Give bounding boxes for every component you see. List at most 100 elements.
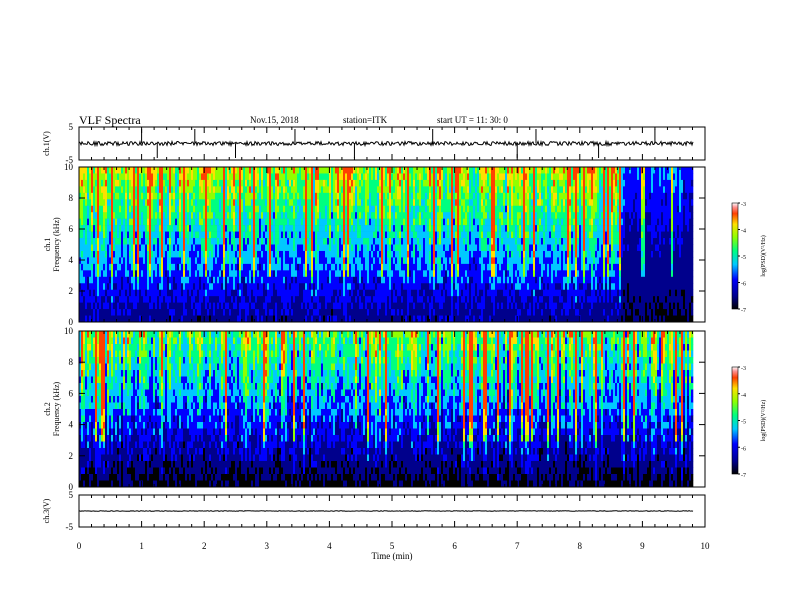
- spectrogram-cell: [315, 244, 318, 252]
- spectrogram-cell: [463, 296, 466, 303]
- spectrogram-cell: [111, 218, 114, 226]
- spectrogram-cell: [221, 283, 224, 291]
- spectrogram-cell: [345, 257, 348, 265]
- spectrogram-cell: [111, 238, 114, 245]
- spectrogram-cell: [311, 212, 314, 219]
- spectrogram-cell: [395, 192, 398, 200]
- spectrogram-cell: [485, 263, 488, 271]
- spectrogram-cell: [483, 315, 486, 323]
- spectrogram-cell: [103, 296, 106, 303]
- spectrogram-cell: [345, 283, 348, 291]
- spectrogram-cell: [95, 244, 98, 252]
- spectrogram-cell: [243, 238, 246, 245]
- spectrogram-cell: [179, 192, 182, 200]
- spectrogram-cell: [361, 225, 364, 232]
- spectrogram-cell: [167, 179, 170, 187]
- spectrogram-cell: [275, 225, 278, 232]
- spectrogram-cell: [163, 192, 166, 200]
- spectrogram-cell: [473, 199, 476, 207]
- spectrogram-cell: [87, 179, 90, 187]
- spectrogram-cell: [157, 238, 160, 245]
- spectrogram-cell: [409, 309, 412, 316]
- spectrogram-cell: [451, 270, 454, 278]
- spectrogram-cell: [121, 296, 124, 303]
- spectrogram-cell: [457, 250, 460, 258]
- spectrogram-cell: [189, 218, 192, 226]
- spectrogram-cell: [111, 257, 114, 265]
- spectrogram-cell: [161, 173, 164, 181]
- spectrogram-cell: [447, 238, 450, 245]
- spectrogram-cell: [199, 179, 202, 187]
- spectrogram-cell: [197, 289, 200, 297]
- spectrogram-cell: [419, 283, 422, 291]
- spectrogram-cell: [359, 257, 362, 265]
- spectrogram-cell: [493, 276, 496, 284]
- spectrogram-cell: [285, 212, 288, 219]
- spectrogram-cell: [79, 238, 82, 245]
- spectrogram-cell: [265, 315, 268, 323]
- spectrogram-cell: [79, 309, 82, 316]
- spectrogram-cell: [383, 167, 386, 174]
- spectrogram-cell: [125, 309, 128, 316]
- spectrogram-cell: [365, 302, 368, 310]
- spectrogram-cell: [349, 289, 352, 297]
- spectrogram-cell: [193, 238, 196, 245]
- spectrogram-cell: [81, 199, 84, 207]
- spectrogram-cell: [271, 179, 274, 187]
- spectrogram-cell: [289, 244, 292, 252]
- spectrogram-cell: [121, 212, 124, 219]
- spectrogram-cell: [253, 167, 256, 174]
- spectrogram-cell: [79, 212, 82, 219]
- spectrogram-cell: [467, 309, 470, 316]
- spectrogram-cell: [439, 218, 442, 226]
- spectrogram-cell: [257, 309, 260, 316]
- spectrogram-cell: [253, 263, 256, 271]
- spectrogram-cell: [109, 296, 112, 303]
- spectrogram-cell: [225, 244, 228, 252]
- spectrogram-cell: [453, 283, 456, 291]
- spectrogram-cell: [189, 179, 192, 187]
- spectrogram-cell: [159, 212, 162, 219]
- spectrogram-cell: [405, 263, 408, 271]
- spectrogram-cell: [217, 199, 220, 207]
- spectrogram-cell: [231, 276, 234, 284]
- spectrogram-cell: [445, 302, 448, 310]
- spectrogram-cell: [221, 250, 224, 258]
- spectrogram-cell: [391, 238, 394, 245]
- spectrogram-cell: [223, 205, 226, 213]
- spectrogram-cell: [269, 238, 272, 245]
- spectrogram-cell: [119, 238, 122, 245]
- spectrogram-cell: [371, 199, 374, 207]
- spectrogram-cell: [337, 309, 340, 316]
- spectrogram-cell: [197, 167, 200, 174]
- spectrogram-cell: [115, 179, 118, 187]
- spectrogram-cell: [93, 302, 96, 310]
- spectrogram-cell: [137, 231, 140, 239]
- spectrogram-cell: [209, 263, 212, 271]
- spectrogram-cell: [479, 199, 482, 207]
- spectrogram-cell: [237, 257, 240, 265]
- spectrogram-cell: [223, 167, 226, 174]
- spectrogram-cell: [143, 283, 146, 291]
- spectrogram-cell: [271, 192, 274, 200]
- spectrogram-cell: [111, 315, 114, 323]
- spectrogram-cell: [493, 212, 496, 219]
- spectrogram-cell: [229, 315, 232, 323]
- spectrogram-cell: [199, 231, 202, 239]
- spectrogram-cell: [91, 173, 94, 181]
- spectrogram-cell: [269, 244, 272, 252]
- spectrogram-cell: [247, 315, 250, 323]
- spectrogram-cell: [105, 257, 108, 265]
- spectrogram-cell: [479, 283, 482, 291]
- spectrogram-cell: [471, 276, 474, 284]
- spectrogram-cell: [169, 238, 172, 245]
- spectrogram-cell: [151, 296, 154, 303]
- spectrogram-cell: [383, 263, 386, 271]
- spectrogram-cell: [223, 270, 226, 278]
- spectrogram-cell: [225, 270, 228, 278]
- spectrogram-cell: [247, 289, 250, 297]
- spectrogram-cell: [175, 309, 178, 316]
- spectrogram-cell: [309, 263, 312, 271]
- spectrogram-cell: [255, 218, 258, 226]
- spectrogram-cell: [185, 192, 188, 200]
